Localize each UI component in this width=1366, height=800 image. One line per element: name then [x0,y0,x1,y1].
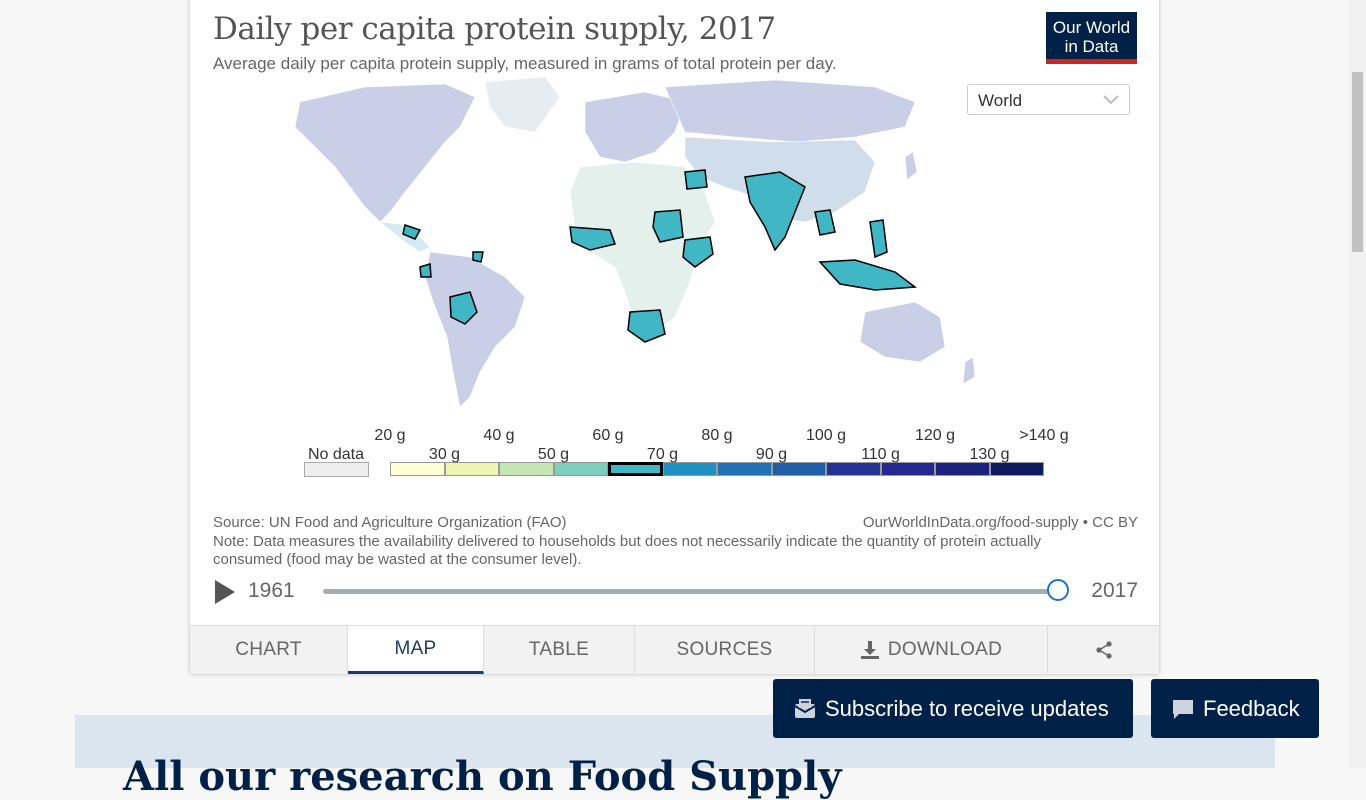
timeline-end-year: 2017 [1091,579,1138,602]
footer-note: Note: Data measures the availability del… [213,533,1041,568]
legend-bin-2[interactable] [499,462,554,476]
research-heading: All our research on Food Supply [123,753,842,800]
map-japan [904,151,918,181]
map-south-america [424,251,526,408]
legend-bin-11[interactable] [989,462,1044,476]
legend-bin-0[interactable] [390,462,445,476]
legend-bin-5[interactable] [662,462,717,476]
chevron-down-icon [1103,95,1119,105]
download-icon [860,641,879,659]
scrollbar-thumb[interactable] [1352,72,1363,252]
legend-label-7: 90 g [755,446,788,463]
legend-label-3: 50 g [537,446,570,463]
chart-card: Daily per capita protein supply, 2017 Av… [190,0,1159,674]
map-highlight-central-america [402,224,422,240]
timeline-track[interactable] [323,589,1059,594]
logo-line2: in Data [1064,37,1119,56]
feedback-button[interactable]: Feedback [1151,679,1319,738]
map-russia [664,79,916,143]
legend-label-10: 120 g [914,427,956,444]
legend-label-12: >140 g [1019,427,1069,444]
tab-map[interactable]: MAP [348,626,484,674]
map-new-zealand [962,356,976,385]
legend-bin-3[interactable] [553,462,608,476]
tab-chart[interactable]: CHART [190,626,348,674]
map-legend: No data 20 g 30 g 40 g 50 g 60 g 70 g 80 g 90 g… [300,422,1069,492]
legend-bin-6[interactable] [717,462,772,476]
map-highlight-west-africa [569,226,616,251]
legend-nodata-swatch [304,462,369,477]
legend-bin-7[interactable] [771,462,826,476]
world-map [294,76,976,408]
map-europe [584,91,686,163]
play-icon[interactable] [213,579,237,605]
region-select-value: World [978,91,1023,110]
timeline: 1961 2017 [213,575,1138,609]
legend-label-4: 60 g [592,427,624,444]
map-highlight-venezuela [472,251,484,263]
chart-subtitle: Average daily per capita protein supply,… [213,54,837,73]
map-highlight-bolivia [449,291,478,325]
legend-label-11: 130 g [969,446,1010,463]
legend-label-8: 100 g [805,427,847,444]
page-scrollbar[interactable] [1349,0,1366,768]
legend-bin-8[interactable] [826,462,881,476]
subscribe-label: Subscribe to receive updates [825,695,1109,721]
legend-label-2: 40 g [483,427,515,444]
map-highlight-philippines [869,219,888,259]
timeline-handle[interactable] [1047,579,1069,601]
chart-title: Daily per capita protein supply, 2017 [213,11,776,47]
map-greenland [484,76,561,133]
legend-label-5: 70 g [646,446,679,463]
legend-label-1: 30 g [428,446,461,463]
owid-logo[interactable]: Our World in Data [1046,12,1137,64]
footer-source[interactable]: Source: UN Food and Agriculture Organiza… [213,514,567,531]
region-select[interactable]: World [967,84,1130,115]
feedback-label: Feedback [1203,695,1300,721]
chart-tabs: CHART MAP TABLE SOURCES DOWNLOAD [190,625,1159,674]
legend-label-9: 110 g [861,446,900,463]
legend-nodata-label: No data [307,446,365,463]
tab-download[interactable]: DOWNLOAD [815,626,1048,674]
map-highlight-southern-africa [627,309,666,343]
tab-share[interactable] [1048,626,1159,674]
tab-sources[interactable]: SOURCES [635,626,815,674]
envelope-icon [794,698,816,718]
map-australia [859,301,946,363]
timeline-start-year: 1961 [248,579,295,602]
map-north-america [294,83,476,223]
speech-bubble-icon [1173,699,1193,719]
tab-download-label: DOWNLOAD [887,639,1003,660]
map-highlight-ecuador [419,263,432,278]
map-highlight-ethiopia [682,236,714,268]
legend-bin-9[interactable] [880,462,935,476]
tab-table[interactable]: TABLE [484,626,635,674]
map-central-america [379,221,431,253]
map-highlight-myanmar [814,209,836,236]
map-highlight-sudan [652,209,684,243]
map-highlight-indonesia [818,259,918,291]
subscribe-button[interactable]: Subscribe to receive updates [773,679,1133,738]
map-highlight-india [744,171,806,252]
legend-label-0: 20 g [374,427,406,444]
map-highlight-egypt [684,169,708,190]
legend-bin-4[interactable] [608,462,663,476]
footer-url[interactable]: OurWorldInData.org/food-supply • CC BY [862,514,1138,531]
legend-label-6: 80 g [701,427,733,444]
logo-line1: Our World [1052,18,1131,37]
legend-bin-1[interactable] [444,462,499,476]
share-icon [1095,641,1112,659]
legend-bin-10[interactable] [935,462,990,476]
